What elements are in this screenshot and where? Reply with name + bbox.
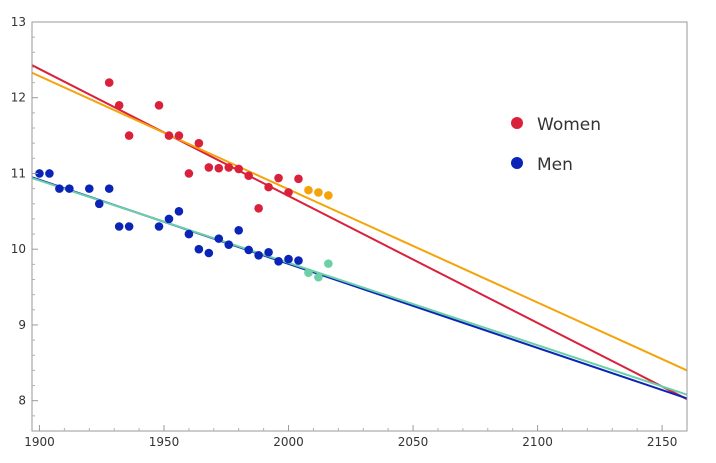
data-point-s0-4 [164, 131, 174, 140]
data-point-s0-17 [294, 174, 303, 184]
data-point-s0-5 [174, 131, 184, 140]
x-tick-label-2: 2000 [273, 435, 304, 449]
data-point-s2-3 [65, 184, 74, 193]
data-point-s0-3 [154, 101, 164, 110]
y-tick-label-5: 13 [11, 15, 26, 29]
data-point-s0-7 [194, 138, 204, 148]
data-point-s0-0 [104, 78, 114, 87]
data-point-s0-15 [274, 173, 283, 183]
data-point-s2-4 [84, 184, 94, 193]
data-point-s0-16 [284, 188, 293, 197]
data-point-s1-1 [314, 188, 323, 197]
data-point-s2-19 [254, 250, 263, 260]
data-point-s2-7 [114, 222, 124, 231]
data-point-s2-5 [94, 199, 104, 209]
data-point-s0-13 [254, 204, 263, 213]
data-point-s2-14 [204, 248, 214, 258]
data-point-s2-12 [184, 229, 194, 239]
x-tick-label-4: 2100 [522, 435, 553, 449]
y-tick-label-4: 12 [11, 91, 26, 105]
y-tick-label-3: 11 [11, 166, 26, 180]
data-point-s2-23 [294, 256, 303, 265]
data-point-s0-11 [234, 164, 244, 174]
data-point-s0-14 [264, 182, 273, 192]
y-tick-label-1: 9 [18, 318, 26, 332]
data-point-s3-1 [314, 272, 323, 282]
data-point-s2-22 [284, 254, 293, 264]
data-point-s0-12 [244, 171, 253, 181]
data-point-s0-6 [184, 169, 194, 178]
data-point-s2-8 [124, 222, 134, 231]
axes [31, 21, 688, 432]
data-points [35, 78, 333, 282]
data-point-s1-2 [324, 191, 333, 200]
data-point-s2-0 [35, 169, 44, 178]
data-point-s2-15 [214, 234, 224, 243]
data-point-s0-2 [124, 131, 134, 140]
data-point-s2-1 [45, 169, 54, 178]
x-tick-label-0: 1900 [24, 435, 55, 449]
data-point-s2-17 [234, 225, 244, 235]
data-point-s2-10 [164, 214, 174, 224]
trend-line-0 [31, 64, 688, 401]
data-point-s3-2 [324, 259, 333, 268]
data-point-s0-1 [114, 101, 124, 110]
data-point-s2-2 [55, 184, 64, 193]
data-point-s2-21 [274, 257, 283, 266]
trend-line-3 [31, 177, 688, 396]
legend-marker-men [511, 157, 523, 169]
data-point-s2-13 [194, 244, 204, 254]
legend: Women Men [511, 115, 601, 175]
legend-marker-women [511, 117, 523, 129]
legend-label-women: Women [537, 115, 601, 135]
data-point-s1-0 [304, 185, 313, 195]
x-tick-label-3: 2050 [398, 435, 429, 449]
data-point-s2-9 [154, 222, 164, 231]
data-point-s2-11 [174, 207, 184, 216]
x-tick-label-1: 1950 [149, 435, 180, 449]
data-point-s0-10 [224, 163, 234, 172]
data-point-s3-0 [304, 268, 313, 278]
data-point-s0-9 [214, 163, 224, 173]
trend-line-1 [31, 71, 688, 372]
data-point-s2-20 [264, 247, 273, 257]
x-tick-label-5: 2150 [647, 435, 678, 449]
trend-lines [31, 64, 688, 401]
y-tick-label-0: 8 [18, 394, 26, 408]
tick-labels: 1900 1950 2000 2050 2100 2150 8 9 10 11 12 13 [11, 15, 678, 449]
data-point-s2-16 [224, 240, 234, 249]
data-point-s2-18 [244, 245, 253, 255]
plot-frame [31, 21, 688, 432]
legend-label-men: Men [537, 155, 573, 175]
y-tick-label-2: 10 [11, 242, 26, 256]
data-point-s2-6 [104, 184, 114, 193]
data-point-s0-8 [204, 163, 214, 172]
